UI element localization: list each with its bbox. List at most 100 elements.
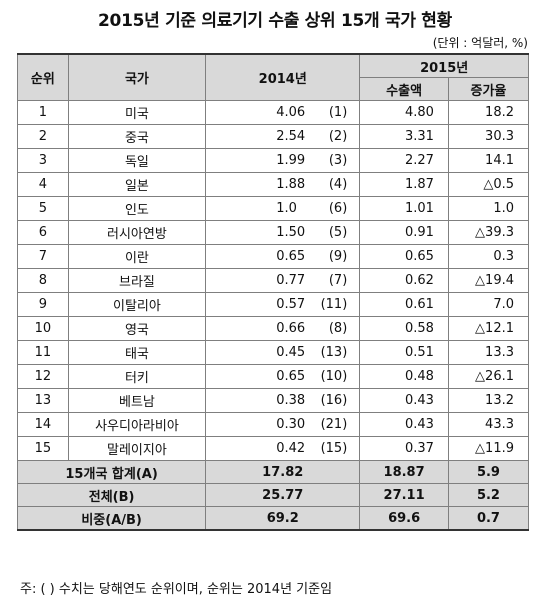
country-cell: 일본 xyxy=(67,172,207,197)
header-country: 국가 xyxy=(67,53,207,101)
table-row: 12 터키 0.65 (10) 0.48 △26.1 xyxy=(17,364,530,389)
value-2014-cell: 1.99 xyxy=(205,148,310,173)
country-cell: 독일 xyxy=(67,148,207,173)
summary-2014-cell: 25.77 xyxy=(205,483,361,507)
rank-cell: 9 xyxy=(17,292,69,317)
rank-cell: 13 xyxy=(17,388,69,413)
country-cell: 말레이지아 xyxy=(67,436,207,461)
summary-row: 전체(B) 25.77 27.11 5.2 xyxy=(16,483,530,507)
growth-cell: 0.3 xyxy=(447,244,530,269)
table-summary: 15개국 합계(A) 17.82 18.87 5.9 전체(B) 25.77 27.11 5.… xyxy=(16,460,530,531)
country-cell: 베트남 xyxy=(67,388,207,413)
rank-cell: 4 xyxy=(17,172,69,197)
exports-2015-cell: 0.48 xyxy=(359,364,449,389)
value-2014-cell: 0.30 xyxy=(205,412,310,437)
rank-cell: 10 xyxy=(17,316,69,341)
rank-cell: 12 xyxy=(17,364,69,389)
rank-2014-cell: (8) xyxy=(309,316,361,341)
exports-2015-cell: 4.80 xyxy=(359,100,449,125)
value-2014-cell: 0.77 xyxy=(205,268,310,293)
rank-2014-cell: (11) xyxy=(309,292,361,317)
table-row: 13 베트남 0.38 (16) 0.43 13.2 xyxy=(17,388,530,413)
exports-2015-cell: 2.27 xyxy=(359,148,449,173)
rank-cell: 7 xyxy=(17,244,69,269)
country-cell: 사우디아라비아 xyxy=(67,412,207,437)
value-2014-cell: 1.88 xyxy=(205,172,310,197)
value-2014-cell: 4.06 xyxy=(205,100,310,125)
exports-2015-cell: 0.62 xyxy=(359,268,449,293)
growth-cell: △11.9 xyxy=(447,436,530,461)
exports-2015-cell: 0.61 xyxy=(359,292,449,317)
header-rank: 순위 xyxy=(17,53,69,101)
country-cell: 터키 xyxy=(67,364,207,389)
growth-cell: 14.1 xyxy=(447,148,530,173)
summary-2015-cell: 18.87 xyxy=(359,460,449,484)
rank-2014-cell: (16) xyxy=(309,388,361,413)
rank-2014-cell: (21) xyxy=(309,412,361,437)
table-row: 6 러시아연방 1.50 (5) 0.91 △39.3 xyxy=(17,220,530,245)
value-2014-cell: 0.66 xyxy=(205,316,310,341)
growth-cell: △39.3 xyxy=(447,220,530,245)
growth-cell: △26.1 xyxy=(447,364,530,389)
summary-label-cell: 전체(B) xyxy=(16,483,207,507)
rank-2014-cell: (13) xyxy=(309,340,361,365)
growth-cell: 18.2 xyxy=(447,100,530,125)
table-body: 1 미국 4.06 (1) 4.80 18.2 2 중국 2.54 (2) 3.31 30.3 3 독일 1… xyxy=(17,100,530,461)
rank-cell: 15 xyxy=(17,436,69,461)
summary-label-cell: 15개국 합계(A) xyxy=(16,460,207,484)
summary-growth-cell: 5.9 xyxy=(447,460,530,484)
value-2014-cell: 0.65 xyxy=(205,244,310,269)
growth-cell: 13.2 xyxy=(447,388,530,413)
unit-label: (단위 : 억달러, %) xyxy=(432,36,528,50)
growth-cell: 30.3 xyxy=(447,124,530,149)
footnote: 주: ( ) 수치는 당해연도 순위이며, 순위는 2014년 기준임 xyxy=(20,582,333,597)
rank-cell: 14 xyxy=(17,412,69,437)
table-row: 8 브라질 0.77 (7) 0.62 △19.4 xyxy=(17,268,530,293)
table-row: 3 독일 1.99 (3) 2.27 14.1 xyxy=(17,148,530,173)
summary-label-cell: 비중(A/B) xyxy=(16,506,207,531)
exports-2015-cell: 3.31 xyxy=(359,124,449,149)
rank-cell: 6 xyxy=(17,220,69,245)
summary-row: 비중(A/B) 69.2 69.6 0.7 xyxy=(16,506,530,531)
rank-2014-cell: (4) xyxy=(309,172,361,197)
value-2014-cell: 0.45 xyxy=(205,340,310,365)
exports-2015-cell: 0.51 xyxy=(359,340,449,365)
table-row: 4 일본 1.88 (4) 1.87 △0.5 xyxy=(17,172,530,197)
growth-cell: △12.1 xyxy=(447,316,530,341)
value-2014-cell: 0.42 xyxy=(205,436,310,461)
summary-growth-cell: 0.7 xyxy=(447,506,530,531)
country-cell: 태국 xyxy=(67,340,207,365)
value-2014-cell: 0.38 xyxy=(205,388,310,413)
rank-cell: 1 xyxy=(17,100,69,125)
rank-cell: 2 xyxy=(17,124,69,149)
country-cell: 이란 xyxy=(67,244,207,269)
table-row: 2 중국 2.54 (2) 3.31 30.3 xyxy=(17,124,530,149)
exports-2015-cell: 1.01 xyxy=(359,196,449,221)
country-cell: 미국 xyxy=(67,100,207,125)
rank-2014-cell: (15) xyxy=(309,436,361,461)
country-cell: 브라질 xyxy=(67,268,207,293)
page-title: 2015년 기준 의료기기 수출 상위 15개 국가 현황 xyxy=(98,11,452,31)
header-growth: 증가율 xyxy=(447,77,530,101)
header-exports: 수출액 xyxy=(359,77,449,101)
growth-cell: △0.5 xyxy=(447,172,530,197)
table-row: 15 말레이지아 0.42 (15) 0.37 △11.9 xyxy=(17,436,530,461)
growth-cell: 13.3 xyxy=(447,340,530,365)
table-row: 10 영국 0.66 (8) 0.58 △12.1 xyxy=(17,316,530,341)
rank-2014-cell: (10) xyxy=(309,364,361,389)
table-row: 7 이란 0.65 (9) 0.65 0.3 xyxy=(17,244,530,269)
growth-cell: 43.3 xyxy=(447,412,530,437)
exports-2015-cell: 0.43 xyxy=(359,388,449,413)
table-row: 11 태국 0.45 (13) 0.51 13.3 xyxy=(17,340,530,365)
exports-2015-cell: 1.87 xyxy=(359,172,449,197)
rank-cell: 8 xyxy=(17,268,69,293)
value-2014-cell: 0.65 xyxy=(205,364,310,389)
rank-2014-cell: (6) xyxy=(309,196,361,221)
value-2014-cell: 1.0 xyxy=(205,196,310,221)
country-cell: 영국 xyxy=(67,316,207,341)
summary-row: 15개국 합계(A) 17.82 18.87 5.9 xyxy=(16,460,530,484)
growth-cell: △19.4 xyxy=(447,268,530,293)
country-cell: 러시아연방 xyxy=(67,220,207,245)
table-row: 14 사우디아라비아 0.30 (21) 0.43 43.3 xyxy=(17,412,530,437)
summary-2014-cell: 69.2 xyxy=(205,506,361,531)
